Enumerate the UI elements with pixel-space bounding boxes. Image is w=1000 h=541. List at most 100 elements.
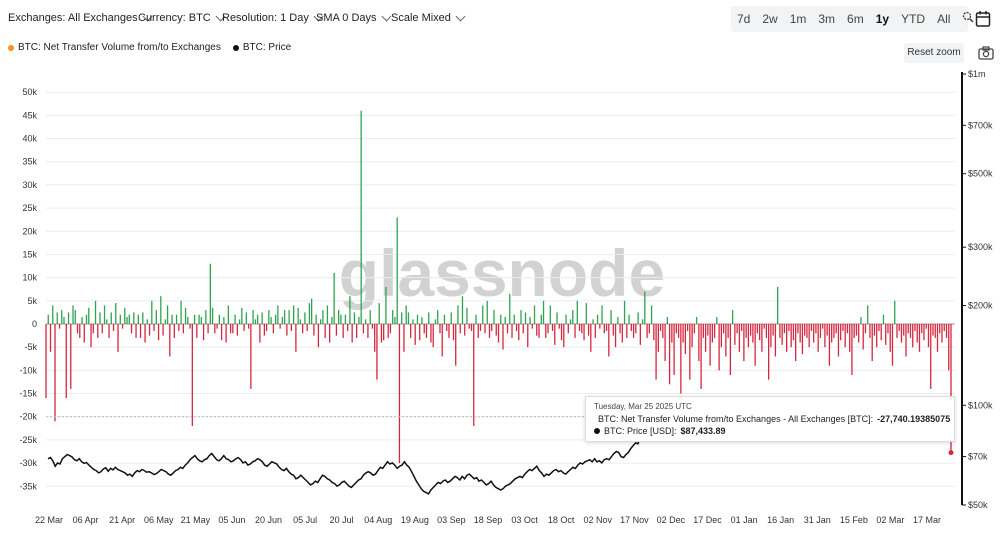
camera-icon[interactable] xyxy=(978,45,994,61)
x-tick-label: 18 Sep xyxy=(474,515,503,525)
x-tick-label: 21 Apr xyxy=(109,515,135,525)
legend: BTC: Net Transfer Volume from/to Exchang… xyxy=(8,42,291,53)
y-left-tick-label: -30k xyxy=(19,458,37,468)
y-left-tick-label: -5k xyxy=(24,342,37,352)
currency-label: Currency: BTC xyxy=(138,12,211,24)
range-2w-button[interactable]: 2w xyxy=(762,12,778,26)
y-left-tick-label: -15k xyxy=(19,389,37,399)
exchanges-dropdown[interactable]: Exchanges: All Exchanges xyxy=(8,11,153,24)
reset-zoom-button[interactable]: Reset zoom xyxy=(904,43,964,63)
y-left-tick-label: 35k xyxy=(22,157,37,167)
y-left-tick-label: -35k xyxy=(19,481,37,491)
legend-price-label: BTC: Price xyxy=(242,42,292,53)
watermark: glassnode xyxy=(339,236,665,310)
calendar-icon[interactable] xyxy=(975,10,991,28)
range-selector: 7d 2w 1m 3m 6m 1y YTD All xyxy=(731,6,974,32)
hover-flow-point xyxy=(948,450,954,456)
y-left-tick-label: 15k xyxy=(22,249,37,259)
x-tick-label: 16 Jan xyxy=(767,515,794,525)
tooltip-price-value: $87,433.89 xyxy=(680,426,726,436)
y-right-tick-label: $500k xyxy=(968,169,993,179)
range-1m-button[interactable]: 1m xyxy=(789,12,807,26)
x-tick-label: 05 Jun xyxy=(218,515,245,525)
x-tick-label: 19 Aug xyxy=(401,515,429,525)
legend-price-dot xyxy=(232,44,239,51)
x-tick-label: 01 Jan xyxy=(731,515,758,525)
y-right-tick-label: $700k xyxy=(968,120,993,130)
x-tick-label: 18 Oct xyxy=(548,515,575,525)
scale-dropdown[interactable]: Scale Mixed xyxy=(391,11,466,24)
tooltip-date: Tuesday, Mar 25 2025 UTC xyxy=(594,402,692,411)
y-left-tick-label: 30k xyxy=(22,180,37,190)
x-tick-label: 06 Apr xyxy=(73,515,99,525)
x-axis: 22 Mar 06 Apr 21 Apr 06 May 21 May 05 Jun 20 J… xyxy=(35,515,941,525)
x-tick-label: 22 Mar xyxy=(35,515,63,525)
x-tick-label: 04 Aug xyxy=(364,515,392,525)
zoom-select-icon xyxy=(963,11,974,23)
x-tick-label: 03 Oct xyxy=(511,515,538,525)
x-tick-label: 20 Jun xyxy=(255,515,282,525)
tooltip: Tuesday, Mar 25 2025 UTC BTC: Net Transf… xyxy=(585,396,955,442)
y-axis-right: $1m $700k $500k $300k $200k $100k $70k $50k xyxy=(962,69,993,510)
y-left-tick-label: -20k xyxy=(19,412,37,422)
range-7d-button[interactable]: 7d xyxy=(737,12,751,26)
legend-item-flow[interactable]: BTC: Net Transfer Volume from/to Exchang… xyxy=(8,42,221,53)
y-left-tick-label: 0 xyxy=(32,319,37,329)
x-tick-label: 17 Nov xyxy=(620,515,649,525)
exchanges-label: Exchanges: All Exchanges xyxy=(8,12,138,24)
currency-dropdown[interactable]: Currency: BTC xyxy=(138,11,226,24)
toolbar: Exchanges: All Exchanges Currency: BTC R… xyxy=(0,0,1000,40)
tooltip-price-dot xyxy=(594,428,600,434)
x-tick-label: 20 Jul xyxy=(330,515,354,525)
sma-label: SMA 0 Days xyxy=(316,12,377,24)
range-6m-button[interactable]: 6m xyxy=(847,12,864,26)
legend-item-price[interactable]: BTC: Price xyxy=(232,42,292,53)
x-tick-label: 06 May xyxy=(144,515,174,525)
y-left-tick-label: 25k xyxy=(22,203,37,213)
y-right-tick-label: $200k xyxy=(968,301,993,311)
range-all-button[interactable]: All xyxy=(937,12,951,26)
tooltip-price-label: BTC: Price [USD]: xyxy=(604,426,677,436)
y-right-tick-label: $300k xyxy=(968,242,993,252)
legend-flow-label: BTC: Net Transfer Volume from/to Exchang… xyxy=(18,42,221,53)
tooltip-price-row: BTC: Price [USD]: $87,433.89 xyxy=(594,426,946,436)
y-left-tick-label: 50k xyxy=(22,87,37,97)
range-3m-button[interactable]: 3m xyxy=(818,12,836,26)
x-tick-label: 02 Nov xyxy=(583,515,612,525)
legend-flow-dot xyxy=(8,44,14,51)
x-tick-label: 02 Dec xyxy=(657,515,686,525)
x-tick-label: 21 May xyxy=(181,515,211,525)
y-left-tick-label: 20k xyxy=(22,226,37,236)
scale-label: Scale Mixed xyxy=(391,12,451,24)
x-tick-label: 17 Dec xyxy=(693,515,722,525)
x-tick-label: 03 Sep xyxy=(437,515,466,525)
tooltip-flow-value: -27,740.19385075 xyxy=(877,414,951,424)
zoom-select-button[interactable] xyxy=(956,6,980,32)
y-right-tick-label: $70k xyxy=(968,452,988,462)
x-tick-label: 15 Feb xyxy=(840,515,868,525)
sma-dropdown[interactable]: SMA 0 Days xyxy=(316,11,391,24)
y-right-tick-label: $1m xyxy=(968,69,986,79)
range-1y-button[interactable]: 1y xyxy=(875,12,890,26)
y-left-tick-label: -10k xyxy=(19,365,37,375)
flow-bars xyxy=(45,110,952,464)
x-tick-label: 05 Jul xyxy=(293,515,317,525)
x-tick-label: 02 Mar xyxy=(876,515,904,525)
x-tick-label: 31 Jan xyxy=(804,515,831,525)
y-right-tick-label: $50k xyxy=(968,500,988,510)
x-tick-label: 17 Mar xyxy=(913,515,941,525)
y-left-tick-label: -25k xyxy=(19,435,37,445)
y-left-tick-label: 45k xyxy=(22,110,37,120)
y-axis-left: 50k 45k 40k 35k 30k 25k 20k 15k 10k 5k 0 -5k -10k -15… xyxy=(19,87,37,491)
y-right-tick-label: $100k xyxy=(968,400,993,410)
tooltip-flow-row: BTC: Net Transfer Volume from/to Exchang… xyxy=(594,414,950,424)
resolution-dropdown[interactable]: Resolution: 1 Day xyxy=(222,11,324,24)
y-left-tick-label: 5k xyxy=(27,296,37,306)
tooltip-flow-label: BTC: Net Transfer Volume from/to Exchang… xyxy=(598,414,874,424)
resolution-label: Resolution: 1 Day xyxy=(222,12,309,24)
grid xyxy=(46,91,955,487)
y-left-tick-label: 40k xyxy=(22,134,37,144)
range-ytd-button[interactable]: YTD xyxy=(901,12,926,26)
y-left-tick-label: 10k xyxy=(22,273,37,283)
